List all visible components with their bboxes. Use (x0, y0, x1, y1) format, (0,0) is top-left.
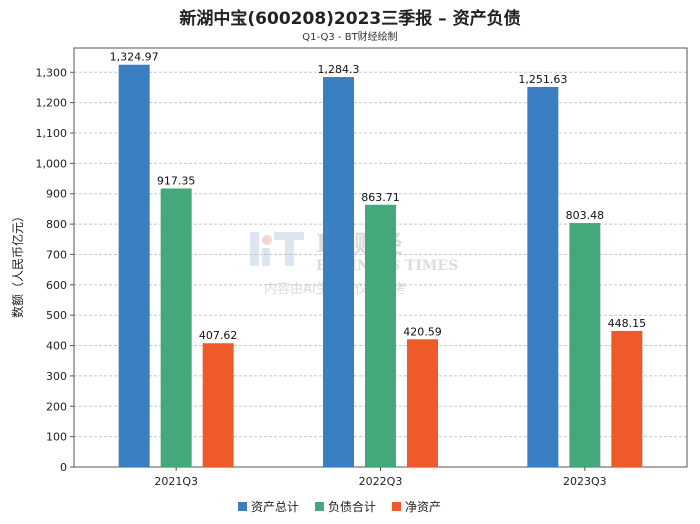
data-label: 1,251.63 (518, 73, 567, 86)
legend-label: 负债合计 (328, 499, 376, 514)
legend-label: 净资产 (405, 500, 441, 514)
y-tick-label: 200 (46, 400, 67, 413)
y-axis-label: 数额（人民币亿元） (10, 210, 25, 318)
bar (527, 86, 559, 468)
x-tick-label: 2022Q3 (359, 475, 403, 488)
y-tick-label: 1,300 (36, 66, 68, 79)
y-tick-label: 0 (60, 461, 67, 474)
y-tick-label: 600 (46, 279, 67, 292)
bar (118, 64, 150, 468)
y-tick-label: 300 (46, 370, 67, 383)
bar (365, 204, 396, 467)
data-label: 448.15 (608, 317, 647, 330)
data-label: 803.48 (566, 209, 605, 222)
watermark-logo-bar (262, 248, 270, 266)
watermark-logo-bar (250, 232, 259, 266)
y-tick-label: 1,000 (36, 157, 68, 170)
data-label: 863.71 (361, 191, 400, 204)
bar (407, 339, 438, 467)
legend: 资产总计 负债合计 净资产 (238, 499, 441, 514)
axes: 0 100 200 300 400 500 600 700 800 900 1,000 1,100 1,… (36, 47, 688, 488)
legend-label: 资产总计 (251, 500, 299, 514)
y-tick-label: 700 (46, 248, 67, 261)
x-tick-label: 2023Q3 (563, 475, 607, 488)
bars: 1,324.97 917.35 407.62 1,284.3 863.71 420.59 1… (110, 51, 647, 468)
y-tick-label: 900 (46, 188, 67, 201)
data-label: 407.62 (199, 329, 238, 342)
watermark-logo-dot (262, 235, 272, 245)
y-tick-label: 800 (46, 218, 67, 231)
y-tick-label: 1,100 (36, 127, 68, 140)
watermark-logo-bar (274, 232, 304, 240)
legend-swatch (238, 502, 247, 511)
watermark-logo-bar (285, 240, 294, 266)
chart-title: 新湖中宝(600208)2023三季报 – 资产负债 (179, 9, 521, 29)
y-tick-label: 500 (46, 309, 67, 322)
legend-swatch (315, 502, 324, 511)
y-tick-label: 400 (46, 340, 67, 353)
watermark: BT财经 BUSINESS TIMES 内容由AI生成，仅供参考 (250, 229, 458, 297)
bar (569, 223, 601, 467)
bar (160, 188, 192, 468)
data-label: 1,284.3 (318, 63, 360, 76)
x-tick-label: 2021Q3 (154, 475, 198, 488)
data-label: 420.59 (403, 325, 442, 338)
data-label: 917.35 (157, 174, 196, 187)
bar (611, 330, 643, 467)
bar (202, 343, 234, 467)
y-tick-label: 100 (46, 431, 67, 444)
chart-subtitle: Q1-Q3 - BT财经绘制 (302, 32, 398, 43)
bar (323, 77, 354, 468)
y-tick-label: 1,200 (36, 97, 68, 110)
legend-swatch (392, 502, 401, 511)
data-label: 1,324.97 (110, 51, 159, 64)
